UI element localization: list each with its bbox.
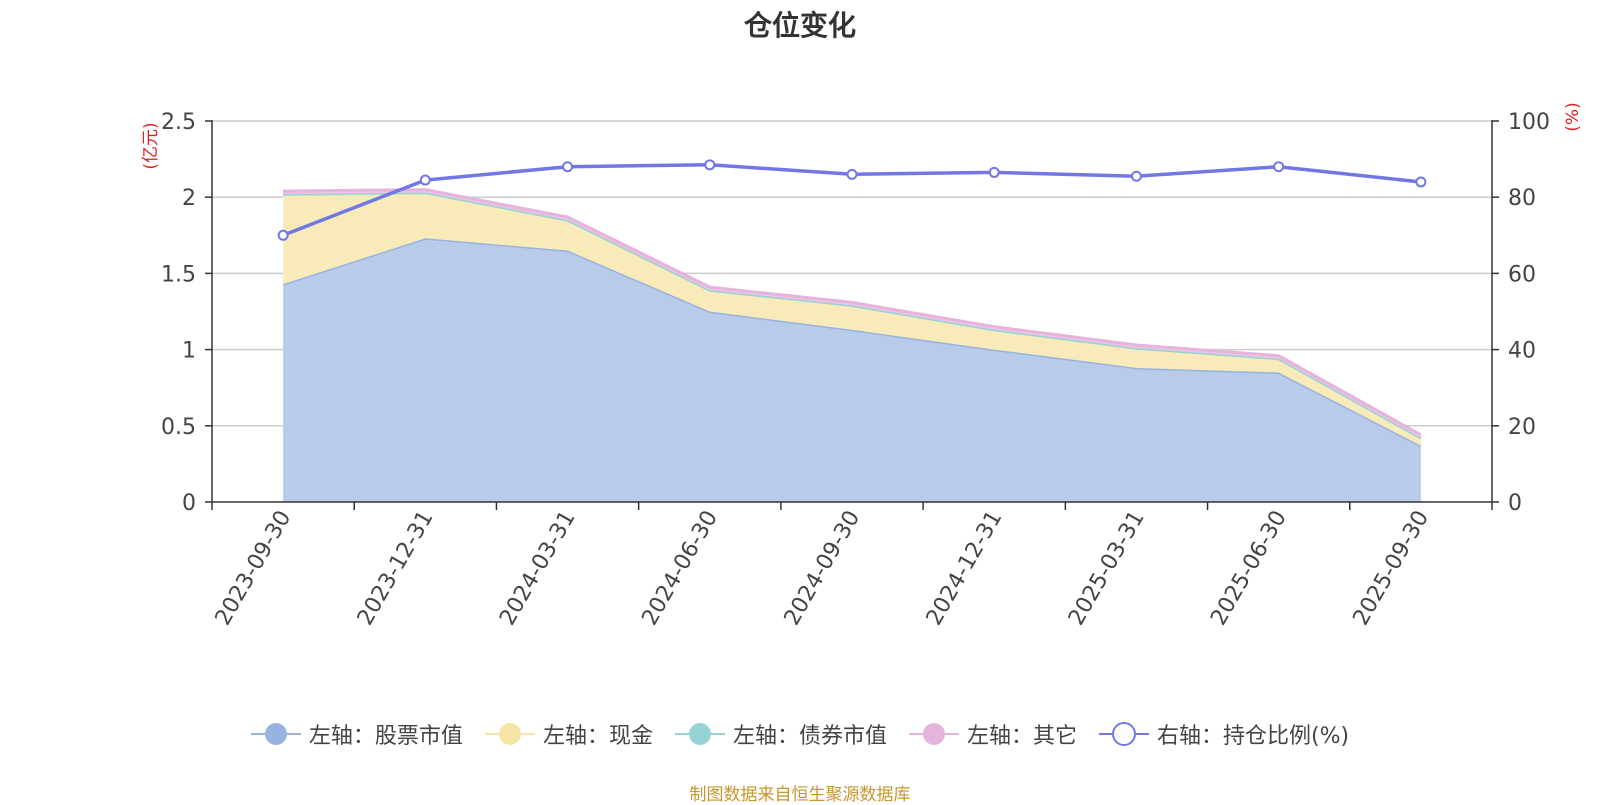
chart-title: 仓位变化 — [743, 9, 856, 42]
legend-marker-icon — [1098, 722, 1149, 746]
legend-label: 左轴：股票市值 — [308, 724, 463, 749]
ratio-point — [988, 166, 1000, 178]
legend-marker-icon — [484, 723, 535, 745]
ratio-point — [277, 229, 289, 241]
y-right-tick-label: 80 — [1508, 186, 1536, 211]
y-right-tick-label: 20 — [1508, 415, 1536, 440]
ratio-point — [704, 159, 716, 171]
y-left-tick-label: 2 — [182, 186, 196, 211]
legend-item[interactable]: 左轴：债券市值 — [674, 718, 887, 750]
x-tick-label: 2023-12-31 — [353, 507, 439, 630]
chart-area: 0 0.5 1 1.5 2 2.5 0 20 40 60 80 100 (亿元) (%) 2023-09-3… — [141, 102, 1583, 630]
area-fill — [283, 192, 1421, 446]
y-right-tick-label: 100 — [1508, 110, 1550, 135]
y-left-tick-label: 1 — [182, 339, 196, 364]
y-right-tick-label: 40 — [1508, 339, 1536, 364]
area-line — [283, 188, 1422, 437]
ratio-point — [1415, 176, 1427, 188]
ratio-point — [562, 161, 574, 173]
y-right-tick-label: 0 — [1508, 491, 1522, 516]
y-right-unit: (%) — [1563, 102, 1583, 131]
legend-marker-icon — [250, 723, 301, 745]
x-tick-label: 2024-09-30 — [780, 507, 866, 630]
x-tick-label: 2024-06-30 — [637, 507, 723, 630]
legend: 左轴：股票市值 左轴：现金 左轴：债券市值 左轴：其它 右轴：持仓比例(%) — [0, 718, 1600, 750]
y-left-tick-label: 0.5 — [161, 415, 196, 440]
y-left-tick-label: 1.5 — [161, 262, 196, 287]
x-tick-label: 2023-09-30 — [211, 507, 297, 630]
y-left-tick-label: 2.5 — [161, 110, 196, 135]
legend-item[interactable]: 右轴：持仓比例(%) — [1098, 718, 1350, 750]
ratio-point — [846, 168, 858, 180]
legend-label: 左轴：现金 — [542, 724, 653, 749]
y-left-tick-label: 0 — [182, 491, 196, 516]
legend-marker-icon — [674, 723, 725, 745]
y-right-tick-label: 60 — [1508, 262, 1536, 287]
legend-label: 左轴：其它 — [966, 724, 1077, 749]
data-source-note: 制图数据来自恒生聚源数据库 — [689, 785, 911, 805]
x-tick-label: 2024-12-31 — [922, 507, 1008, 630]
x-tick-label: 2024-03-31 — [495, 507, 581, 630]
x-tick-label: 2025-09-30 — [1349, 507, 1435, 630]
legend-item[interactable]: 左轴：股票市值 — [250, 718, 463, 750]
ratio-point — [419, 174, 431, 186]
legend-label: 右轴：持仓比例(%) — [1156, 724, 1350, 749]
x-tick-label: 2025-03-31 — [1064, 507, 1150, 630]
legend-item[interactable]: 左轴：其它 — [908, 718, 1077, 750]
ratio-point — [1130, 170, 1142, 182]
legend-item[interactable]: 左轴：现金 — [484, 718, 653, 750]
legend-label: 左轴：债券市值 — [732, 724, 887, 749]
ratio-point — [1273, 161, 1285, 173]
y-left-unit: (亿元) — [141, 122, 161, 169]
legend-marker-icon — [908, 723, 959, 745]
x-tick-label: 2025-06-30 — [1206, 507, 1292, 630]
area-fill — [283, 238, 1421, 503]
